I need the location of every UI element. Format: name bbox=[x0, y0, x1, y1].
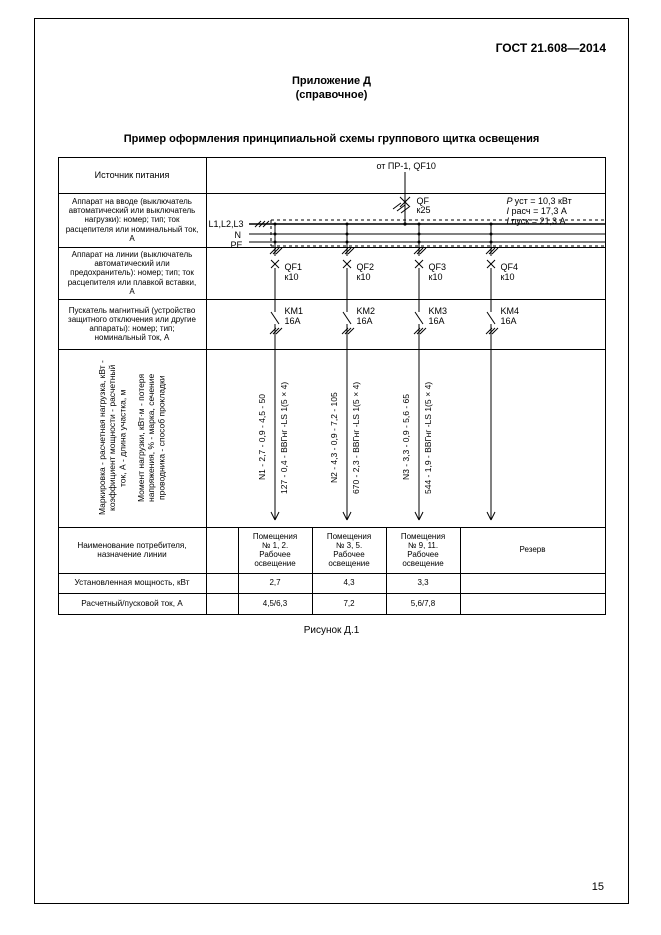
power-4 bbox=[461, 574, 605, 593]
vlabel-a: Маркировка - расчетная нагрузка, кВт - к… bbox=[97, 358, 128, 518]
appendix-header: Приложение Д (справочное) bbox=[57, 75, 606, 103]
power-3: 3,3 bbox=[387, 574, 461, 593]
page: ГОСТ 21.608—2014 Приложение Д (справочно… bbox=[34, 18, 629, 904]
qf2-label: QF2к10 bbox=[357, 262, 375, 283]
wires-main bbox=[207, 194, 607, 248]
consumer-1: Помещения№ 1, 2.Рабочееосвещение bbox=[239, 528, 313, 573]
page-number: 15 bbox=[592, 881, 604, 893]
circuit1-line2: 127 - 0,4 - ВВГнг -LS 1(5×4) bbox=[279, 360, 289, 515]
circuit2-line1: N2 - 4,3 - 0,9 - 7,2 - 105 bbox=[329, 360, 339, 515]
circuit2-line2: 670 - 2,3 - ВВГнг -LS 1(5×4) bbox=[351, 360, 361, 515]
circuit3-line2: 544 - 1,9 - ВВГнг -LS 1(5×4) bbox=[423, 360, 433, 515]
wires-branch bbox=[207, 248, 607, 300]
schematic-table: Источник питания от ПР-1, QF10 Аппарат н… bbox=[58, 157, 606, 615]
label-consumer: Наименование потребителя, назначение лин… bbox=[59, 528, 207, 573]
current-2: 7,2 bbox=[313, 594, 387, 614]
power-1: 2,7 bbox=[239, 574, 313, 593]
circuit1-line1: N1 - 2,7 - 0,9 - 4,5 - 50 bbox=[257, 360, 267, 515]
current-4 bbox=[461, 594, 605, 614]
appendix-line1: Приложение Д bbox=[57, 75, 606, 89]
circuit3-line1: N3 - 3,3 - 0,9 - 5,6 - 65 bbox=[401, 360, 411, 515]
wires-source bbox=[207, 158, 607, 194]
label-lines: Маркировка - расчетная нагрузка, кВт - к… bbox=[59, 350, 207, 527]
vlabel-b: Момент нагрузки, кВт·м - потеря напряжен… bbox=[136, 358, 167, 518]
row-km: Пускатель магнитный (устройство защитног… bbox=[59, 300, 605, 350]
row-main-breaker: Аппарат на вводе (выключатель автоматиче… bbox=[59, 194, 605, 248]
current-spacer bbox=[207, 594, 239, 614]
section-title: Пример оформления принципиальной схемы г… bbox=[57, 133, 606, 145]
qf3-label: QF3к10 bbox=[429, 262, 447, 283]
label-km: Пускатель магнитный (устройство защитног… bbox=[59, 300, 207, 349]
label-power: Установленная мощность, кВт bbox=[59, 574, 207, 593]
diagram-branch: QF1к10 QF2к10 QF3к10 QF4к10 bbox=[207, 248, 605, 299]
consumer-4: Резерв bbox=[461, 528, 605, 573]
diagram-km: KM116АKM216АKM316АKM416А bbox=[207, 300, 605, 349]
figure-caption: Рисунок Д.1 bbox=[57, 625, 606, 636]
diagram-main: L1,L2,L3 N PE QF к25 P уст = 10,3 кВт I … bbox=[207, 194, 605, 247]
current-1: 4,5/6,3 bbox=[239, 594, 313, 614]
appendix-line2: (справочное) bbox=[57, 89, 606, 103]
consumer-2: Помещения№ 3, 5.Рабочееосвещение bbox=[313, 528, 387, 573]
gost-header: ГОСТ 21.608—2014 bbox=[57, 41, 606, 55]
row-source: Источник питания от ПР-1, QF10 bbox=[59, 158, 605, 194]
current-3: 5,6/7,8 bbox=[387, 594, 461, 614]
row-current: Расчетный/пусковой ток, А 4,5/6,3 7,2 5,… bbox=[59, 594, 605, 614]
power-2: 4,3 bbox=[313, 574, 387, 593]
row-lines: Маркировка - расчетная нагрузка, кВт - к… bbox=[59, 350, 605, 528]
qf1-label: QF1к10 bbox=[285, 262, 303, 283]
label-source: Источник питания bbox=[59, 158, 207, 193]
wires-km bbox=[207, 300, 607, 350]
row-branch-breakers: Аппарат на линии (выключатель автоматиче… bbox=[59, 248, 605, 300]
consumer-spacer bbox=[207, 528, 239, 573]
row-consumers: Наименование потребителя, назначение лин… bbox=[59, 528, 605, 574]
label-main-breaker: Аппарат на вводе (выключатель автоматиче… bbox=[59, 194, 207, 247]
diagram-lines: N1 - 2,7 - 0,9 - 4,5 - 50 127 - 0,4 - ВВГ… bbox=[207, 350, 605, 527]
row-power: Установленная мощность, кВт 2,7 4,3 3,3 bbox=[59, 574, 605, 594]
power-spacer bbox=[207, 574, 239, 593]
label-current: Расчетный/пусковой ток, А bbox=[59, 594, 207, 614]
qf4-label: QF4к10 bbox=[501, 262, 519, 283]
label-branch-breaker: Аппарат на линии (выключатель автоматиче… bbox=[59, 248, 207, 299]
diagram-source: от ПР-1, QF10 bbox=[207, 158, 605, 193]
consumer-3: Помещения№ 9, 11.Рабочееосвещение bbox=[387, 528, 461, 573]
